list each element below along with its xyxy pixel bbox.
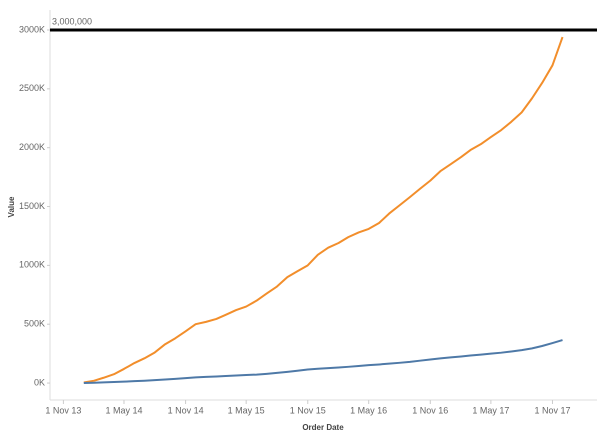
- x-tick-label: 1 Nov 14: [168, 405, 204, 415]
- reference-label: 3,000,000: [52, 16, 92, 26]
- y-tick-label: 0K: [34, 377, 45, 387]
- x-tick-label: 1 May 16: [350, 405, 387, 415]
- x-tick-label: 1 Nov 16: [412, 405, 448, 415]
- x-tick-label: 1 May 17: [472, 405, 509, 415]
- series-line: [83, 339, 563, 385]
- y-tick-label: 1000K: [19, 260, 45, 270]
- y-tick-label: 2000K: [19, 142, 45, 152]
- x-tick-label: 1 Nov 13: [45, 405, 81, 415]
- x-tick-label: 1 May 14: [105, 405, 142, 415]
- y-tick-label: 1500K: [19, 201, 45, 211]
- x-tick-label: 1 May 15: [228, 405, 265, 415]
- x-tick-label: 1 Nov 15: [290, 405, 326, 415]
- y-tick-label: 3000K: [19, 24, 45, 34]
- y-tick-label: 500K: [24, 319, 45, 329]
- y-tick-label: 2500K: [19, 83, 45, 93]
- x-tick-label: 1 Nov 17: [534, 405, 570, 415]
- y-axis-title: Value: [7, 196, 16, 217]
- x-axis-title: Order Date: [302, 423, 344, 432]
- series-line: [83, 36, 564, 384]
